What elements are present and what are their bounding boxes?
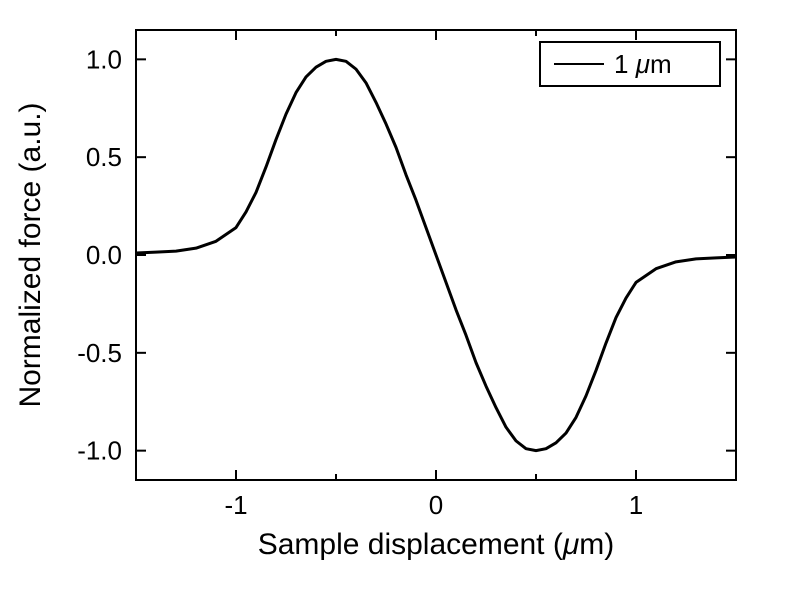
x-tick-label: -1 <box>224 490 247 520</box>
legend-label: 1 μm <box>614 49 672 79</box>
y-tick-label: 0.0 <box>86 240 122 270</box>
x-tick-label: 0 <box>429 490 443 520</box>
chart-svg: -1 0 1 -1.0 -0.5 0.0 0.5 1.0 Sample displacement… <box>0 0 792 616</box>
x-axis-label: Sample displacement (μm) <box>258 528 615 561</box>
y-axis-label: Normalized force (a.u.) <box>14 102 47 407</box>
y-tick-label: -1.0 <box>77 436 122 466</box>
y-tick-label: -0.5 <box>77 338 122 368</box>
y-tick-label: 1.0 <box>86 44 122 74</box>
y-tick-label: 0.5 <box>86 142 122 172</box>
series-line-0 <box>136 59 736 450</box>
force-displacement-chart: -1 0 1 -1.0 -0.5 0.0 0.5 1.0 Sample displacement… <box>0 0 792 616</box>
x-tick-label: 1 <box>629 490 643 520</box>
